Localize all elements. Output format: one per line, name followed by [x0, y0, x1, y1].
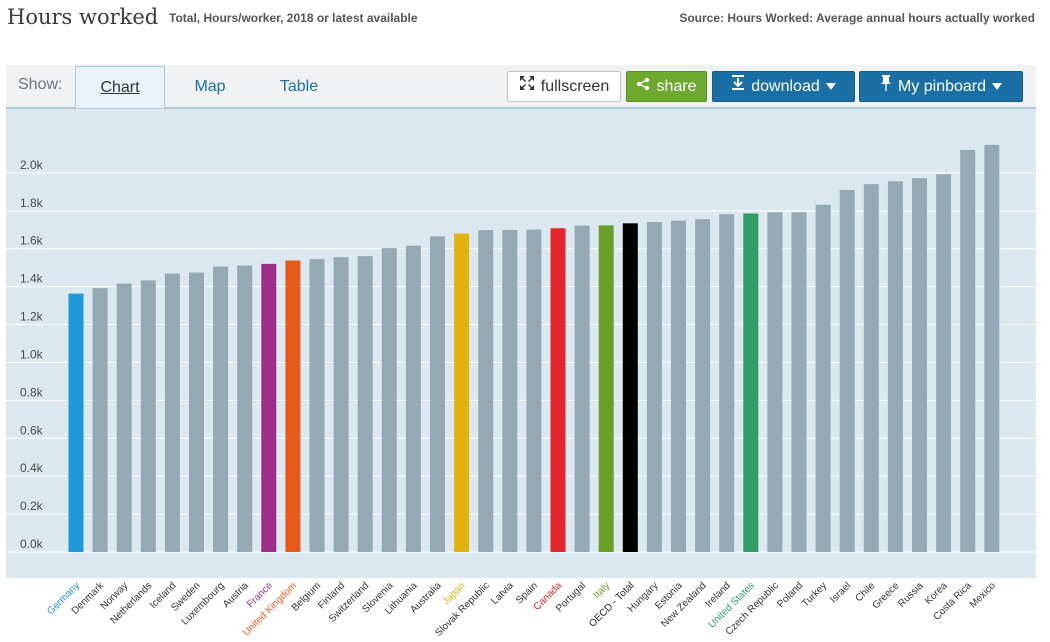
fullscreen-button[interactable]: fullscreen [507, 71, 621, 102]
x-tick-label: Israel [828, 580, 853, 605]
bar [381, 248, 397, 552]
bar [960, 149, 976, 552]
bar [695, 219, 711, 552]
bar [92, 288, 108, 552]
bar [574, 225, 590, 552]
page-title: Hours worked [7, 5, 159, 29]
caret-down-icon [825, 71, 836, 102]
bar [164, 273, 180, 552]
download-button[interactable]: download [712, 71, 855, 102]
y-tick-label: 0.0k [20, 537, 44, 551]
bar [140, 280, 156, 552]
share-button[interactable]: share [626, 71, 707, 102]
bar [815, 204, 831, 552]
share-label: share [656, 78, 697, 95]
bar [622, 223, 638, 552]
bar [68, 293, 84, 552]
bar [598, 225, 614, 552]
pinboard-button[interactable]: My pinboard [859, 71, 1023, 102]
bar [309, 259, 325, 552]
bar [478, 230, 494, 552]
y-tick-label: 0.8k [20, 385, 44, 399]
bar [502, 229, 518, 552]
bar [791, 212, 807, 553]
bar [189, 272, 204, 552]
bar [116, 283, 132, 552]
bar [936, 174, 952, 553]
bar [984, 144, 1000, 552]
y-tick-label: 1.8k [20, 196, 44, 210]
bar [237, 265, 253, 552]
x-tick-label: Austria [221, 580, 251, 610]
tab-chart[interactable]: Chart [75, 66, 165, 108]
bar [671, 220, 686, 552]
tab-table[interactable]: Table [279, 78, 319, 95]
y-tick-label: 1.4k [20, 272, 44, 286]
download-label: download [751, 78, 820, 95]
tab-map[interactable]: Map [194, 78, 226, 95]
bar [863, 184, 879, 552]
fullscreen-label: fullscreen [540, 78, 610, 95]
bar [430, 236, 445, 553]
download-icon [731, 71, 745, 102]
chart-subtitle: Total, Hours/worker, 2018 or latest avai… [169, 11, 418, 25]
bar [767, 212, 783, 553]
x-tick-label: Mexico [968, 580, 998, 610]
bar [550, 228, 566, 553]
bar [333, 257, 349, 552]
x-tick-label: Latvia [489, 580, 516, 607]
bar [285, 260, 301, 552]
x-tick-label: Greece [871, 580, 902, 611]
x-tick-label: Turkey [800, 580, 829, 609]
pin-icon [880, 71, 892, 102]
x-tick-label: Russia [896, 580, 926, 610]
show-label: Show: [18, 76, 63, 93]
chart-header: Hours worked Total, Hours/worker, 2018 o… [0, 0, 1050, 40]
chart-source: Source: Hours Worked: Average annual hou… [679, 11, 1035, 25]
y-tick-label: 1.6k [20, 234, 44, 248]
bar [719, 214, 735, 553]
bar [213, 266, 229, 552]
bar [526, 229, 542, 552]
bar [405, 245, 421, 552]
bar [839, 189, 855, 552]
share-icon [636, 71, 650, 102]
bar [912, 178, 927, 552]
y-tick-label: 2.0k [20, 158, 44, 172]
y-tick-label: 1.0k [20, 347, 44, 361]
bar [357, 256, 373, 552]
bar [646, 222, 662, 553]
bar [887, 181, 903, 552]
y-tick-label: 1.2k [20, 310, 44, 324]
y-tick-label: 0.6k [20, 423, 44, 437]
bar [261, 263, 277, 552]
x-tick-label: Poland [775, 580, 805, 610]
x-tick-label: Italy [592, 580, 613, 601]
bar [454, 233, 470, 552]
y-tick-label: 0.2k [20, 499, 44, 513]
pinboard-label: My pinboard [897, 78, 987, 95]
expand-arrows-icon [519, 71, 535, 102]
y-tick-label: 0.4k [20, 461, 44, 475]
toolbar: Show: Chart Map Table fullscreen share [6, 65, 1036, 109]
caret-down-icon [992, 71, 1003, 102]
bar [743, 213, 759, 553]
